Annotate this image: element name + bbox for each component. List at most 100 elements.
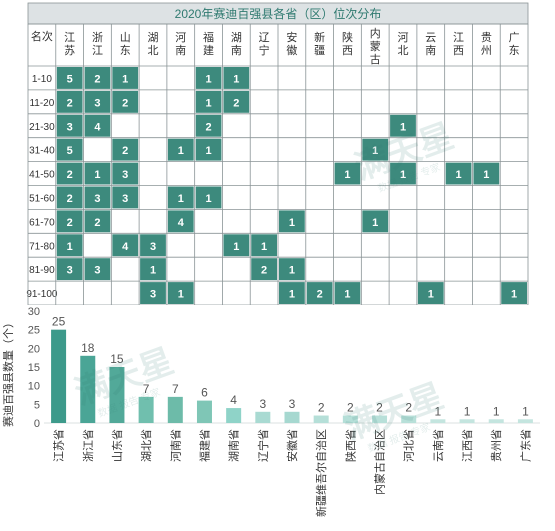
cell-value-1-1: 3: [94, 97, 100, 109]
cell-value-8-7: 2: [261, 265, 267, 277]
cell-0-5: [195, 67, 222, 89]
cell-value-4-10: 1: [344, 169, 350, 181]
cell-0-6: [223, 67, 250, 89]
cell-3-11: [362, 138, 389, 161]
cell-value-1-0: 2: [67, 97, 73, 109]
bar-5: [196, 400, 212, 423]
bar-value-label-10: 2: [347, 401, 354, 415]
bar-3: [138, 396, 154, 423]
cell-value-9-4: 1: [178, 289, 184, 301]
cell-value-0-6: 1: [233, 73, 239, 85]
category-label-12: 河北省: [403, 429, 416, 462]
bar-value-label-0: 25: [52, 315, 66, 329]
cell-8-7: [251, 258, 277, 281]
cell-value-6-11: 1: [372, 217, 378, 229]
bar-value-label-2: 15: [110, 352, 124, 366]
cell-value-6-0: 2: [67, 217, 73, 229]
category-label-8: 安徽省: [285, 429, 299, 462]
cell-2-12: [390, 114, 416, 137]
cell-value-2-0: 3: [67, 121, 73, 133]
cell-value-2-1: 4: [94, 121, 101, 133]
y-tick-label: 5: [34, 399, 40, 411]
cell-5-5: [195, 186, 222, 209]
cell-5-4: [167, 186, 194, 209]
cell-value-5-5: 1: [205, 193, 211, 205]
bar-6: [226, 408, 242, 423]
cell-value-7-6: 1: [233, 241, 239, 253]
province-header-6: 湖南: [231, 31, 242, 57]
bar-value-label-5: 6: [201, 386, 208, 400]
cell-value-0-5: 1: [205, 73, 211, 85]
bar-14: [459, 419, 475, 423]
cell-2-5: [195, 114, 222, 137]
cell-value-3-5: 1: [205, 145, 211, 157]
category-label-11: 内蒙古自治区: [373, 429, 387, 495]
cell-5-0: [56, 186, 83, 209]
category-label-3: 湖北省: [140, 429, 153, 462]
cell-1-0: [56, 90, 83, 113]
cell-value-6-8: 1: [289, 217, 295, 229]
bar-value-label-1: 18: [81, 341, 95, 355]
province-header-12: 河北: [398, 31, 409, 57]
cell-9-13: [417, 282, 444, 304]
cell-6-4: [167, 210, 194, 233]
cell-value-5-2: 3: [122, 193, 128, 205]
cell-value-6-4: 4: [178, 217, 185, 229]
province-header-0: 江苏: [64, 31, 75, 57]
province-header-7: 辽宁: [259, 31, 270, 57]
category-label-13: 云南省: [432, 429, 445, 462]
bar-15: [488, 419, 504, 423]
cell-value-7-0: 1: [67, 241, 73, 253]
y-tick-label: 20: [28, 343, 40, 355]
rank-label-8: 81-90: [29, 265, 55, 276]
category-label-5: 福建省: [197, 429, 211, 462]
cell-value-8-3: 1: [150, 265, 156, 277]
cell-value-7-2: 4: [122, 241, 129, 253]
bar-value-label-12: 2: [405, 401, 412, 415]
bar-0: [51, 329, 67, 423]
bar-value-label-4: 7: [172, 382, 179, 396]
bar-4: [167, 396, 183, 423]
bar-11: [372, 415, 388, 423]
bar-value-label-7: 3: [259, 397, 266, 411]
bar-8: [284, 411, 300, 423]
bar-2: [109, 367, 125, 423]
category-label-0: 江苏省: [53, 429, 66, 462]
cell-6-0: [56, 210, 83, 233]
cell-7-7: [251, 234, 277, 257]
bar-value-label-14: 1: [464, 404, 471, 418]
cell-value-8-1: 3: [94, 265, 100, 277]
cell-value-3-4: 1: [178, 145, 184, 157]
rank-label-2: 21-30: [29, 122, 55, 133]
category-label-16: 广东省: [519, 429, 532, 462]
cell-2-0: [56, 114, 83, 137]
cell-value-4-1: 1: [94, 169, 100, 181]
cell-value-5-4: 1: [178, 193, 184, 205]
cell-value-0-1: 2: [94, 73, 100, 85]
cell-5-2: [112, 186, 139, 209]
cell-4-15: [473, 162, 500, 185]
province-header-14: 江西: [453, 31, 464, 57]
cell-value-1-2: 2: [122, 97, 128, 109]
bar-value-label-3: 7: [143, 382, 150, 396]
bar-value-label-9: 2: [318, 401, 325, 415]
bar-value-label-16: 1: [522, 404, 529, 418]
cell-value-5-1: 3: [94, 193, 100, 205]
bar-10: [342, 415, 358, 423]
cell-value-8-0: 3: [67, 265, 73, 277]
y-tick-label: 0: [34, 418, 40, 430]
category-label-9: 新疆维吾尔自治区: [314, 429, 328, 517]
category-label-10: 陕西省: [343, 429, 357, 462]
cell-4-12: [390, 162, 416, 185]
y-tick-label: 30: [28, 306, 40, 318]
province-header-2: 山东: [120, 31, 131, 57]
cell-9-8: [279, 282, 305, 304]
cell-value-4-12: 1: [400, 169, 406, 181]
cell-value-0-0: 5: [67, 73, 73, 85]
cell-0-0: [56, 67, 83, 89]
category-label-1: 浙江省: [82, 429, 95, 462]
cell-value-3-11: 1: [372, 145, 378, 157]
bar-value-label-15: 1: [493, 404, 500, 418]
